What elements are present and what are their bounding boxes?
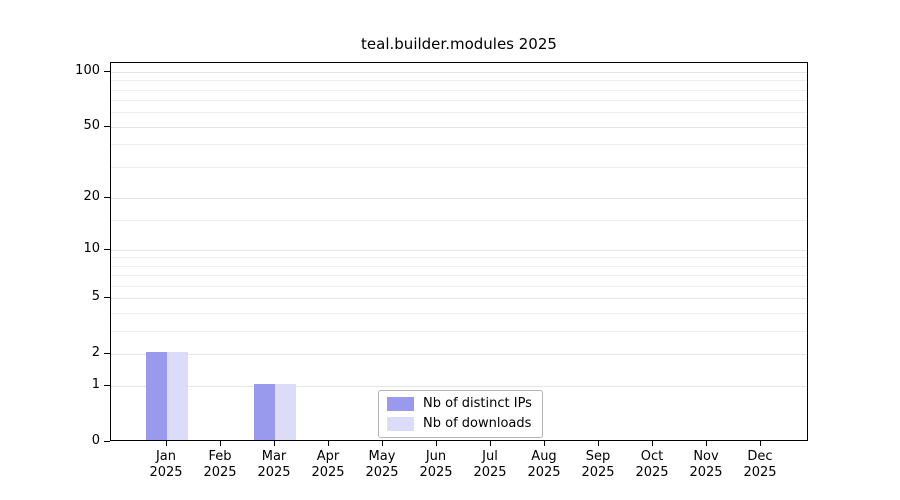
x-tick-label-year: 2025 xyxy=(689,465,723,480)
legend-item-distinct-ips: Nb of distinct IPs xyxy=(387,396,532,412)
y-tick-mark xyxy=(104,441,110,442)
bar-downloads xyxy=(167,351,188,440)
minor-gridline xyxy=(111,275,807,277)
bar-distinct-ips xyxy=(254,384,275,440)
x-tick-mark xyxy=(490,441,491,446)
plot-area xyxy=(110,62,808,441)
x-tick-mark xyxy=(328,441,329,446)
x-tick-label-year: 2025 xyxy=(257,465,291,480)
x-tick-label-month: May xyxy=(368,449,396,464)
minor-gridline xyxy=(111,286,807,287)
x-tick-label-month: Aug xyxy=(531,449,557,464)
x-tick-mark xyxy=(544,441,545,446)
minor-gridline xyxy=(111,89,807,91)
y-tick-label: 20 xyxy=(83,188,100,204)
legend-label-downloads: Nb of downloads xyxy=(423,416,532,431)
y-tick-mark xyxy=(104,196,110,198)
chart-title: teal.builder.modules 2025 xyxy=(361,35,557,53)
legend-swatch-downloads xyxy=(387,417,414,431)
minor-gridline xyxy=(111,257,807,259)
x-tick-mark xyxy=(274,441,275,446)
x-tick-mark xyxy=(598,441,599,446)
x-tick-label-month: Apr xyxy=(316,449,340,464)
x-tick-label-month: Dec xyxy=(747,449,773,464)
bar-downloads xyxy=(275,384,296,440)
x-tick-mark xyxy=(760,441,761,446)
minor-gridline xyxy=(111,80,807,82)
y-tick-label: 1 xyxy=(91,377,100,393)
y-tick-mark xyxy=(104,297,110,299)
major-gridline xyxy=(111,72,807,73)
x-tick-label-year: 2025 xyxy=(203,465,237,480)
major-gridline xyxy=(111,249,807,251)
minor-gridline xyxy=(111,265,807,267)
y-tick-label: 10 xyxy=(83,240,100,256)
legend-swatch-distinct-ips xyxy=(387,397,414,411)
major-gridline xyxy=(111,197,807,199)
y-tick-mark xyxy=(104,352,110,354)
x-tick-label-month: Sep xyxy=(585,449,611,464)
y-tick-label: 5 xyxy=(91,289,100,305)
x-tick-mark xyxy=(706,441,707,446)
x-tick-label-month: Jun xyxy=(425,449,447,464)
x-tick-label-year: 2025 xyxy=(581,465,615,480)
minor-gridline xyxy=(111,166,807,168)
x-tick-label-month: Nov xyxy=(693,449,719,464)
x-tick-mark xyxy=(652,441,653,446)
x-tick-label-year: 2025 xyxy=(365,465,399,480)
x-tick-label-year: 2025 xyxy=(743,465,777,480)
bar-distinct-ips xyxy=(146,351,167,440)
y-tick-label: 2 xyxy=(91,344,100,360)
minor-gridline xyxy=(111,330,807,332)
x-tick-label-month: Feb xyxy=(208,449,232,464)
y-tick-mark xyxy=(104,385,110,387)
legend-item-downloads: Nb of downloads xyxy=(387,416,532,432)
y-tick-label: 50 xyxy=(83,117,100,133)
x-tick-label-month: Jul xyxy=(482,449,498,464)
minor-gridline xyxy=(111,219,807,221)
major-gridline xyxy=(111,386,807,388)
x-tick-label-month: Mar xyxy=(261,449,287,464)
minor-gridline xyxy=(111,144,807,146)
minor-gridline xyxy=(111,313,807,314)
x-tick-label-year: 2025 xyxy=(635,465,669,480)
legend: Nb of distinct IPs Nb of downloads xyxy=(378,390,543,438)
x-tick-label-year: 2025 xyxy=(419,465,453,480)
y-tick-mark xyxy=(104,125,110,127)
y-tick-label: 0 xyxy=(91,433,100,448)
y-tick-label: 100 xyxy=(75,63,100,78)
x-tick-label-month: Jan xyxy=(155,449,177,464)
major-gridline xyxy=(111,126,807,128)
legend-label-distinct-ips: Nb of distinct IPs xyxy=(423,396,532,411)
x-tick-label-month: Oct xyxy=(640,449,664,464)
y-tick-mark xyxy=(104,248,110,250)
y-tick-mark xyxy=(104,71,110,72)
x-tick-label-year: 2025 xyxy=(527,465,561,480)
major-gridline xyxy=(111,353,807,355)
major-gridline xyxy=(111,298,807,300)
x-tick-label-year: 2025 xyxy=(149,465,183,480)
x-tick-label-year: 2025 xyxy=(311,465,345,480)
x-tick-mark xyxy=(436,441,437,446)
minor-gridline xyxy=(111,112,807,114)
x-tick-mark xyxy=(382,441,383,446)
x-tick-label-year: 2025 xyxy=(473,465,507,480)
x-tick-mark xyxy=(220,441,221,446)
x-tick-mark xyxy=(166,441,167,446)
minor-gridline xyxy=(111,100,807,102)
